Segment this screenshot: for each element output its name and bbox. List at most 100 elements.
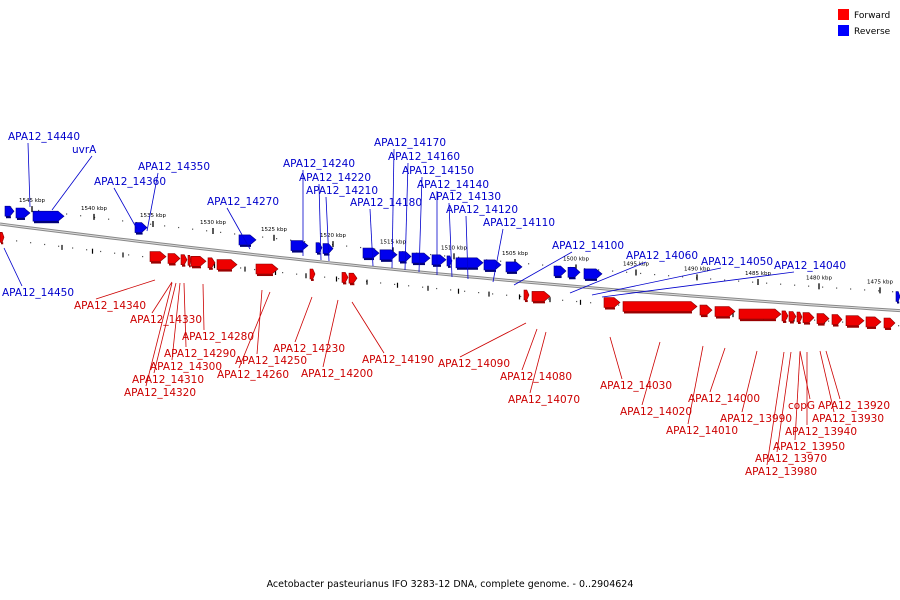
forward-gene-arrow[interactable]: [845, 315, 865, 327]
forward-gene-arrow[interactable]: [523, 289, 530, 301]
forward-gene-arrow[interactable]: [603, 297, 621, 308]
forward-gene-arrow[interactable]: [816, 313, 830, 324]
reverse-gene-label[interactable]: APA12_14110: [483, 217, 555, 229]
forward-gene-arrow[interactable]: [216, 259, 238, 270]
reverse-gene-label[interactable]: APA12_14100: [552, 240, 624, 252]
forward-gene-arrow[interactable]: [699, 304, 713, 316]
legend: Forward Reverse: [838, 9, 891, 37]
forward-gene-label[interactable]: APA12_14300: [150, 361, 222, 373]
scale-ticks: 1545 kbp 1540 kbp 1535 kbp 1530 kbp 1525 kbp…: [19, 198, 893, 328]
forward-gene-label[interactable]: APA12_13920: [818, 400, 890, 412]
reverse-gene-arrow[interactable]: [895, 291, 900, 302]
legend-reverse-swatch: [838, 25, 849, 36]
forward-gene-label[interactable]: APA12_14250: [235, 355, 307, 367]
forward-gene-label[interactable]: APA12_14200: [301, 368, 373, 380]
forward-gene-label[interactable]: APA12_14230: [273, 343, 345, 355]
reverse-gene-label[interactable]: uvrA: [72, 144, 97, 156]
forward-gene-arrow[interactable]: [883, 317, 896, 329]
forward-gene-arrow[interactable]: [738, 308, 782, 320]
forward-gene-label[interactable]: APA12_14280: [182, 331, 254, 343]
reverse-gene-arrow[interactable]: [567, 266, 581, 278]
reverse-gene-arrow[interactable]: [553, 265, 567, 277]
reverse-gene-label[interactable]: APA12_14210: [306, 185, 378, 197]
reverse-gene-label[interactable]: APA12_14450: [2, 287, 74, 299]
reverse-gene-label[interactable]: APA12_14360: [94, 176, 166, 188]
forward-gene-label[interactable]: APA12_13980: [745, 466, 817, 478]
reverse-gene-arrow[interactable]: [15, 207, 31, 219]
reverse-gene-arrow[interactable]: [32, 210, 65, 222]
forward-gene-label[interactable]: APA12_14000: [688, 393, 760, 405]
forward-gene-arrow[interactable]: [190, 255, 207, 267]
forward-gene-label[interactable]: APA12_14090: [438, 358, 510, 370]
scale-tick-label: 1530 kbp: [200, 220, 226, 226]
forward-gene-arrow[interactable]: [348, 272, 358, 284]
forward-gene-arrow[interactable]: [149, 251, 167, 262]
reverse-gene-label[interactable]: APA12_14270: [207, 196, 279, 208]
forward-gene-label[interactable]: APA12_14190: [362, 354, 434, 366]
reverse-gene-arrow[interactable]: [505, 261, 523, 273]
reverse-gene-label[interactable]: APA12_14140: [417, 179, 489, 191]
forward-gene-arrow[interactable]: [788, 311, 797, 322]
forward-gene-label[interactable]: APA12_14310: [132, 374, 204, 386]
forward-gene-label[interactable]: APA12_14070: [508, 394, 580, 406]
forward-gene-arrow[interactable]: [531, 291, 551, 302]
forward-gene-label[interactable]: APA12_14010: [666, 425, 738, 437]
forward-gene-arrow[interactable]: [167, 253, 181, 264]
reverse-gene-arrow[interactable]: [431, 254, 447, 266]
forward-gene-label[interactable]: APA12_14080: [500, 371, 572, 383]
reverse-gene-arrow[interactable]: [483, 259, 502, 271]
forward-gene-label[interactable]: APA12_14020: [620, 406, 692, 418]
forward-gene-arrow[interactable]: [714, 306, 736, 317]
reverse-gene-label[interactable]: APA12_14240: [283, 158, 355, 170]
reverse-gene-label[interactable]: APA12_14050: [701, 256, 773, 268]
reverse-gene-label[interactable]: APA12_14220: [299, 172, 371, 184]
forward-gene-arrow[interactable]: [0, 232, 5, 243]
reverse-gene-label[interactable]: APA12_14150: [402, 165, 474, 177]
forward-gene-label[interactable]: APA12_14320: [124, 387, 196, 399]
forward-gene-label[interactable]: APA12_14340: [74, 300, 146, 312]
reverse-gene-label[interactable]: APA12_14170: [374, 137, 446, 149]
reverse-gene-arrow[interactable]: [583, 268, 603, 280]
reverse-gene-arrow[interactable]: [446, 255, 453, 267]
forward-gene-label[interactable]: APA12_14290: [164, 348, 236, 360]
forward-gene-label[interactable]: APA12_13970: [755, 453, 827, 465]
forward-gene-arrow[interactable]: [207, 257, 216, 269]
forward-gene-arrow[interactable]: [802, 312, 815, 323]
reverse-gene-label[interactable]: APA12_14350: [138, 161, 210, 173]
forward-gene-arrow[interactable]: [831, 314, 843, 325]
reverse-gene-arrow[interactable]: [362, 247, 380, 259]
forward-gene-label[interactable]: APA12_14260: [217, 369, 289, 381]
reverse-gene-label[interactable]: APA12_14440: [8, 131, 80, 143]
reverse-gene-label[interactable]: APA12_14040: [774, 260, 846, 272]
legend-reverse-label: Reverse: [854, 27, 891, 37]
reverse-gene-arrow[interactable]: [238, 234, 257, 246]
reverse-gene-label[interactable]: APA12_14060: [626, 250, 698, 262]
forward-gene-label[interactable]: APA12_14330: [130, 314, 202, 326]
forward-gene-arrow[interactable]: [622, 301, 698, 312]
forward-gene-label[interactable]: APA12_13950: [773, 441, 845, 453]
reverse-gene-arrow[interactable]: [411, 252, 431, 264]
forward-gene-arrow[interactable]: [255, 263, 279, 275]
forward-gene-arrow[interactable]: [781, 310, 789, 322]
forward-gene-arrow[interactable]: [865, 316, 882, 328]
forward-gene-arrow[interactable]: [187, 255, 192, 266]
forward-gene-arrow[interactable]: [180, 254, 188, 266]
legend-forward-label: Forward: [854, 11, 890, 21]
reverse-gene-label[interactable]: APA12_14180: [350, 197, 422, 209]
forward-gene-arrow[interactable]: [341, 272, 349, 283]
reverse-gene-label[interactable]: APA12_14130: [429, 191, 501, 203]
reverse-gene-arrow[interactable]: [4, 205, 15, 217]
reverse-gene-label[interactable]: APA12_14120: [446, 204, 518, 216]
reverse-gene-arrow[interactable]: [379, 249, 398, 261]
forward-gene-label[interactable]: APA12_13940: [785, 426, 857, 438]
reverse-gene-arrow[interactable]: [322, 243, 334, 254]
reverse-gene-arrow[interactable]: [290, 240, 309, 251]
reverse-gene-arrow[interactable]: [134, 222, 148, 233]
forward-gene-label[interactable]: APA12_14030: [600, 380, 672, 392]
reverse-gene-label[interactable]: APA12_14160: [388, 151, 460, 163]
forward-gene-arrow[interactable]: [796, 311, 803, 323]
forward-gene-label[interactable]: copG: [788, 400, 815, 412]
reverse-gene-arrow[interactable]: [455, 257, 484, 269]
forward-gene-label[interactable]: APA12_13930: [812, 413, 884, 425]
forward-gene-arrow[interactable]: [309, 268, 316, 280]
